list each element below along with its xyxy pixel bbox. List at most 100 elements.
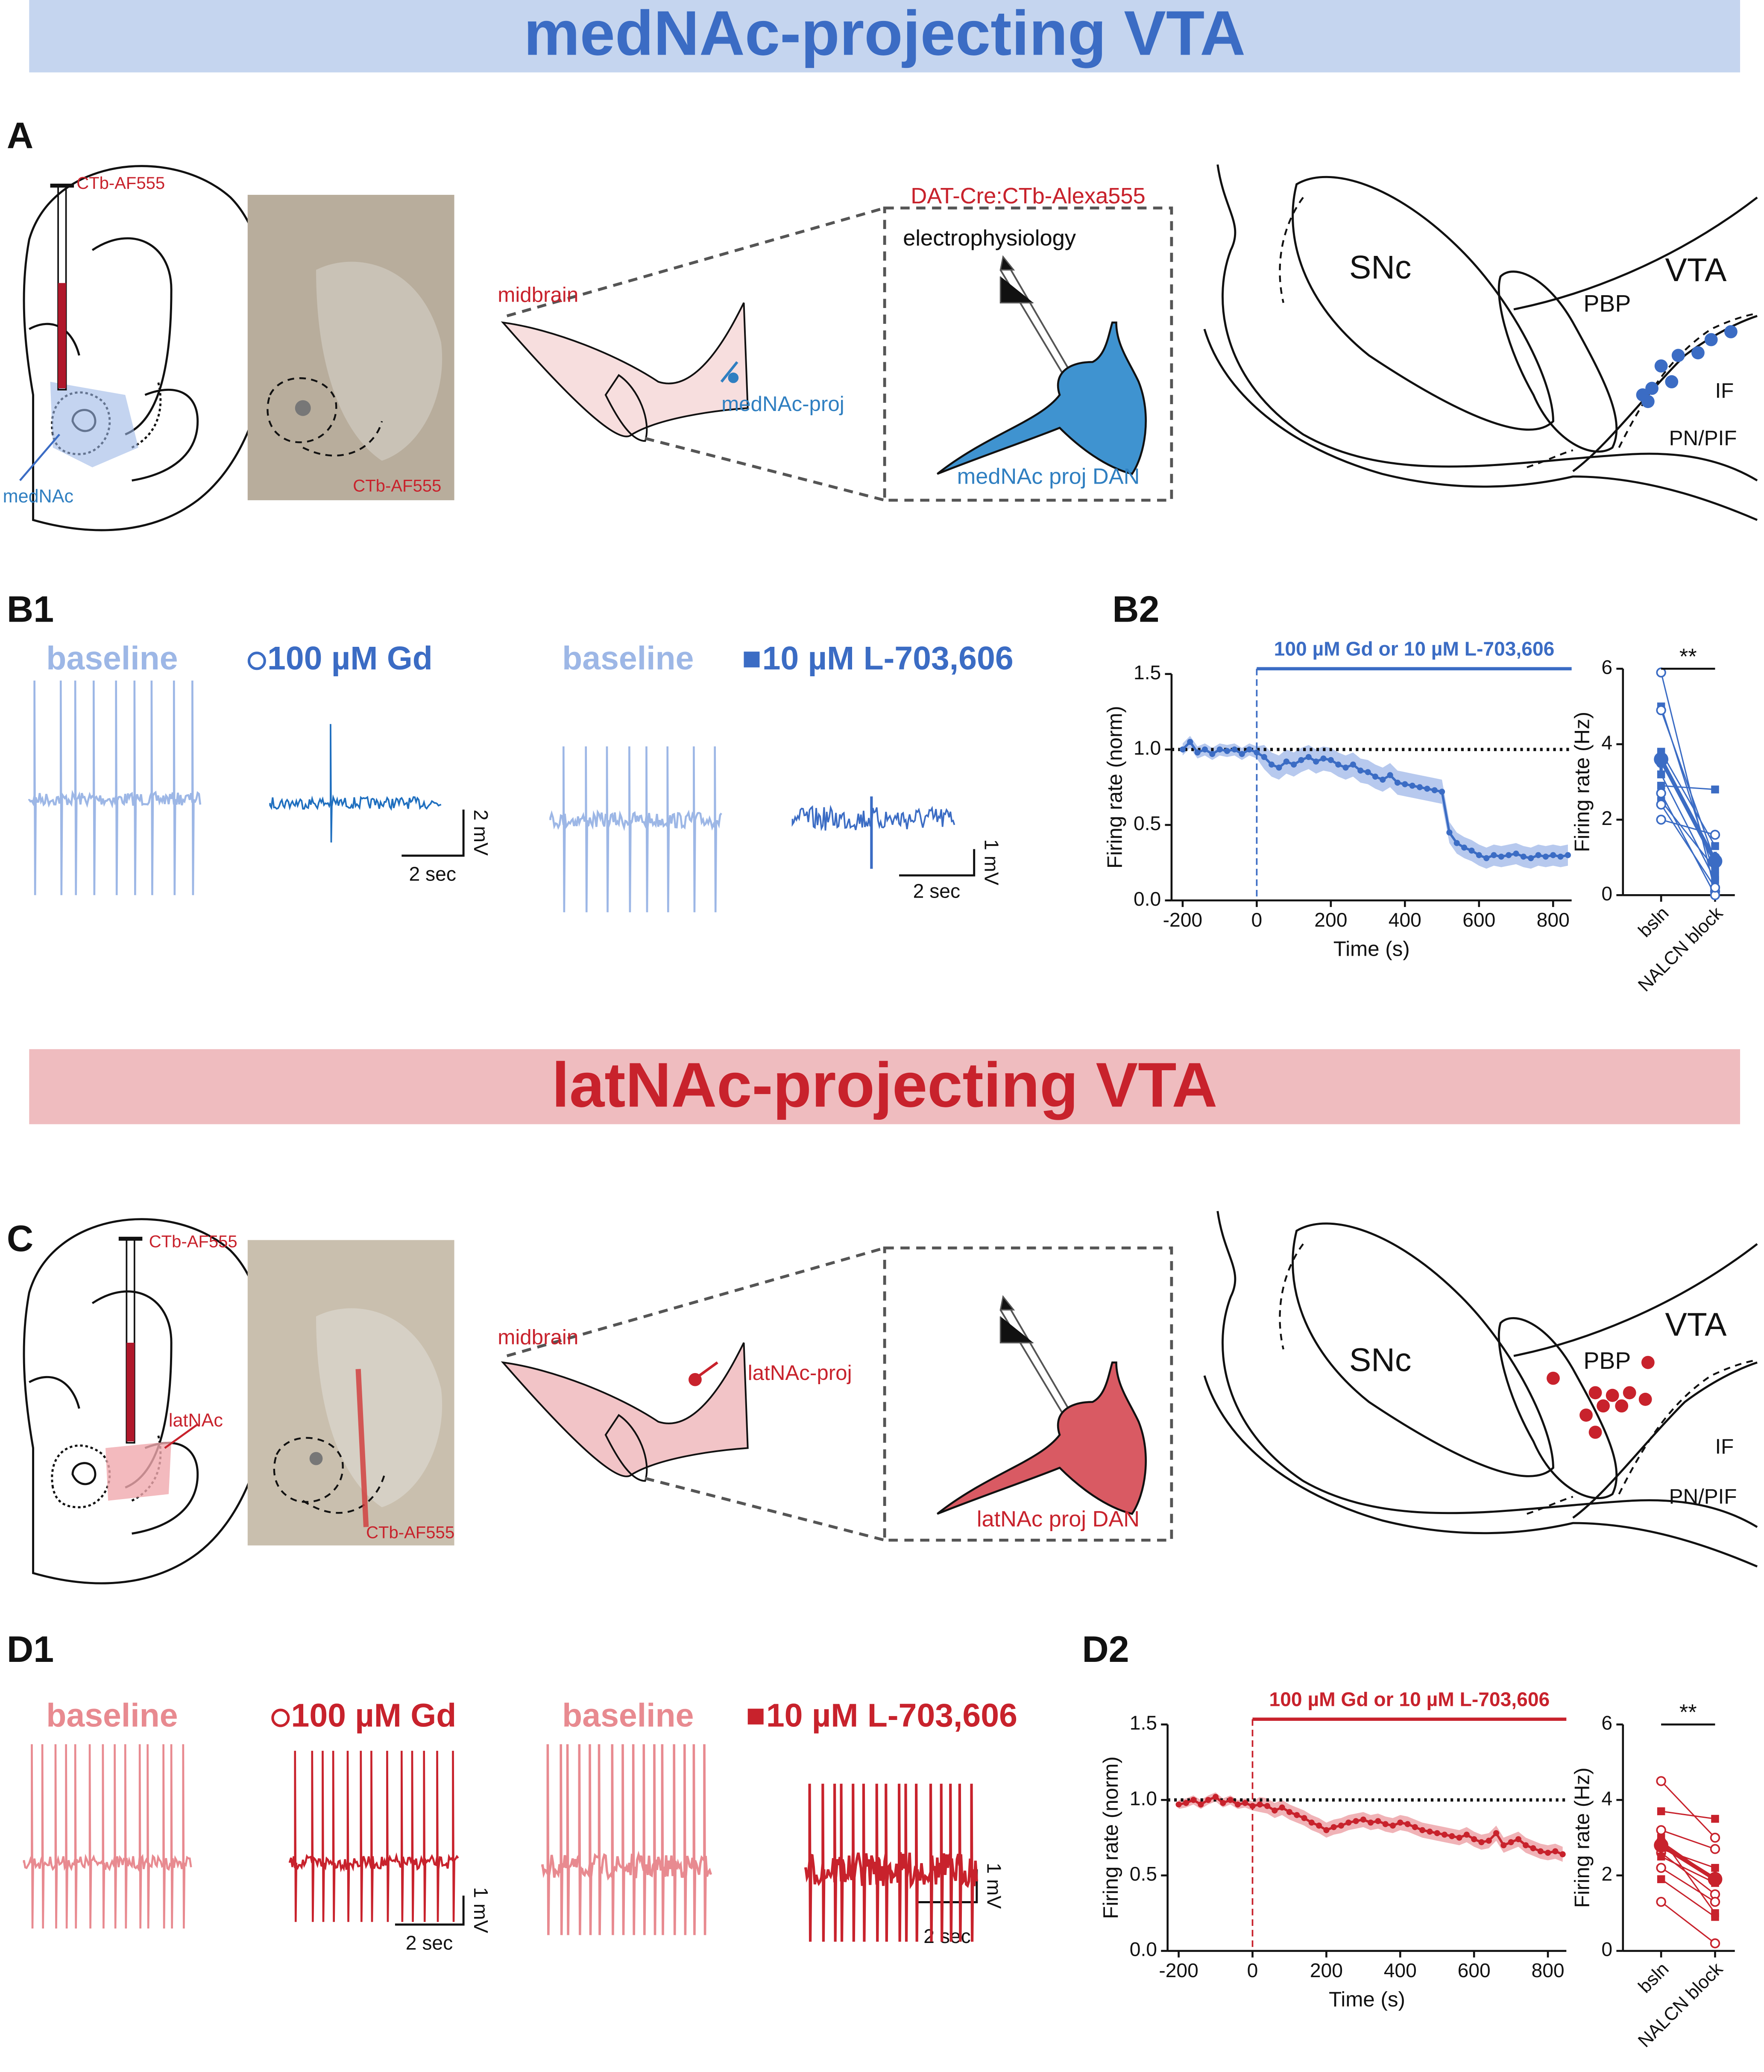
cell-point bbox=[1657, 1875, 1665, 1883]
point bbox=[1227, 1797, 1234, 1803]
point bbox=[1276, 764, 1282, 771]
point bbox=[1565, 852, 1571, 858]
cell-point bbox=[1656, 1825, 1666, 1835]
cell-dots bbox=[1636, 325, 1738, 408]
label: -200 bbox=[1163, 909, 1202, 931]
label: DAT-Cre:CTb-Alexa555 bbox=[911, 184, 1145, 208]
point bbox=[1264, 1803, 1271, 1809]
histology-image bbox=[247, 195, 454, 500]
label: CTb-AF555 bbox=[149, 1232, 237, 1251]
point bbox=[1544, 1849, 1551, 1856]
cell-line bbox=[1661, 1878, 1716, 1918]
point bbox=[1528, 855, 1534, 861]
point bbox=[1471, 1836, 1477, 1843]
point bbox=[1394, 779, 1401, 786]
sagittal-schematic bbox=[1204, 1211, 1757, 1567]
label: 0 bbox=[1247, 1959, 1258, 1981]
label: 2 bbox=[1601, 807, 1612, 829]
point bbox=[1353, 1818, 1359, 1824]
label: Firing rate (Hz) bbox=[1570, 712, 1594, 852]
label: 1 mV bbox=[470, 1887, 492, 1933]
point bbox=[1537, 1848, 1544, 1855]
label: 600 bbox=[1458, 1959, 1491, 1981]
point bbox=[1542, 854, 1549, 860]
label: A bbox=[7, 115, 33, 156]
label: IF bbox=[1715, 1435, 1734, 1458]
label: ** bbox=[1679, 1700, 1697, 1725]
cell-point bbox=[1711, 876, 1719, 884]
point bbox=[1402, 781, 1408, 787]
point bbox=[1478, 1839, 1485, 1846]
cell-point bbox=[1657, 1807, 1665, 1815]
label: 2 sec bbox=[409, 863, 456, 885]
point bbox=[1220, 1800, 1226, 1806]
trace bbox=[269, 724, 442, 843]
cell-line bbox=[1661, 785, 1715, 790]
point bbox=[1209, 751, 1216, 757]
point bbox=[1279, 1804, 1285, 1811]
label: CTb-AF555 bbox=[353, 477, 441, 496]
point bbox=[1286, 1809, 1293, 1815]
point bbox=[1294, 1812, 1300, 1818]
point bbox=[1461, 844, 1468, 851]
label: Firing rate (norm) bbox=[1103, 706, 1126, 869]
cell-point bbox=[1710, 1896, 1720, 1907]
label: 0.5 bbox=[1134, 812, 1161, 834]
cell-line bbox=[1661, 1811, 1715, 1820]
label: C bbox=[7, 1218, 33, 1259]
cell-point bbox=[1656, 1776, 1666, 1786]
trace bbox=[549, 746, 722, 913]
banner-bg bbox=[29, 1049, 1741, 1124]
cell-line bbox=[1661, 1856, 1716, 1884]
point bbox=[1198, 1801, 1204, 1808]
label: 0 bbox=[1601, 883, 1612, 905]
point bbox=[1268, 761, 1275, 768]
cell-point bbox=[1710, 882, 1720, 893]
midbrain-schematic bbox=[503, 1248, 1172, 1540]
label: 200 bbox=[1310, 1959, 1343, 1981]
cell-point bbox=[1711, 1913, 1719, 1921]
trace bbox=[791, 804, 955, 831]
cell-line bbox=[1660, 710, 1716, 862]
label: baseline bbox=[46, 640, 178, 677]
label: PN/PIF bbox=[1669, 426, 1737, 450]
label: baseline bbox=[46, 1697, 178, 1734]
point bbox=[1201, 746, 1208, 753]
label: electrophysiology bbox=[903, 226, 1076, 251]
point bbox=[1463, 1831, 1470, 1838]
label: ** bbox=[1679, 645, 1697, 669]
point bbox=[1323, 1827, 1330, 1833]
point bbox=[1441, 1831, 1448, 1838]
midbrain-schematic bbox=[503, 208, 1172, 500]
point bbox=[1439, 789, 1445, 795]
label: 2 bbox=[1601, 1863, 1612, 1885]
label: PBP bbox=[1583, 1347, 1631, 1374]
label: 100 µM Gd or 10 µM L-703,606 bbox=[1274, 637, 1555, 660]
point bbox=[1530, 1845, 1536, 1852]
mean-point bbox=[1654, 1838, 1669, 1853]
label: latNAc bbox=[169, 1410, 223, 1431]
point bbox=[1419, 1827, 1426, 1833]
label: midbrain bbox=[498, 283, 578, 306]
label: 6 bbox=[1601, 1712, 1612, 1734]
point bbox=[1216, 746, 1223, 753]
point bbox=[1246, 746, 1253, 753]
cell-point bbox=[1656, 705, 1666, 716]
cell-point bbox=[1710, 1844, 1720, 1854]
label: 0.0 bbox=[1130, 1938, 1157, 1960]
point bbox=[1305, 754, 1312, 760]
point bbox=[1179, 746, 1186, 753]
cell-line bbox=[1660, 800, 1716, 869]
point bbox=[1187, 739, 1193, 745]
point bbox=[1416, 784, 1423, 790]
point bbox=[1446, 829, 1453, 836]
point bbox=[1327, 757, 1334, 763]
point bbox=[1404, 1821, 1411, 1827]
mean-point bbox=[1708, 1872, 1723, 1887]
cell-point bbox=[1711, 785, 1719, 794]
label: PBP bbox=[1583, 291, 1631, 317]
point bbox=[1468, 847, 1475, 854]
point bbox=[1515, 1836, 1521, 1843]
point bbox=[1357, 767, 1364, 774]
trace bbox=[541, 1744, 712, 1935]
